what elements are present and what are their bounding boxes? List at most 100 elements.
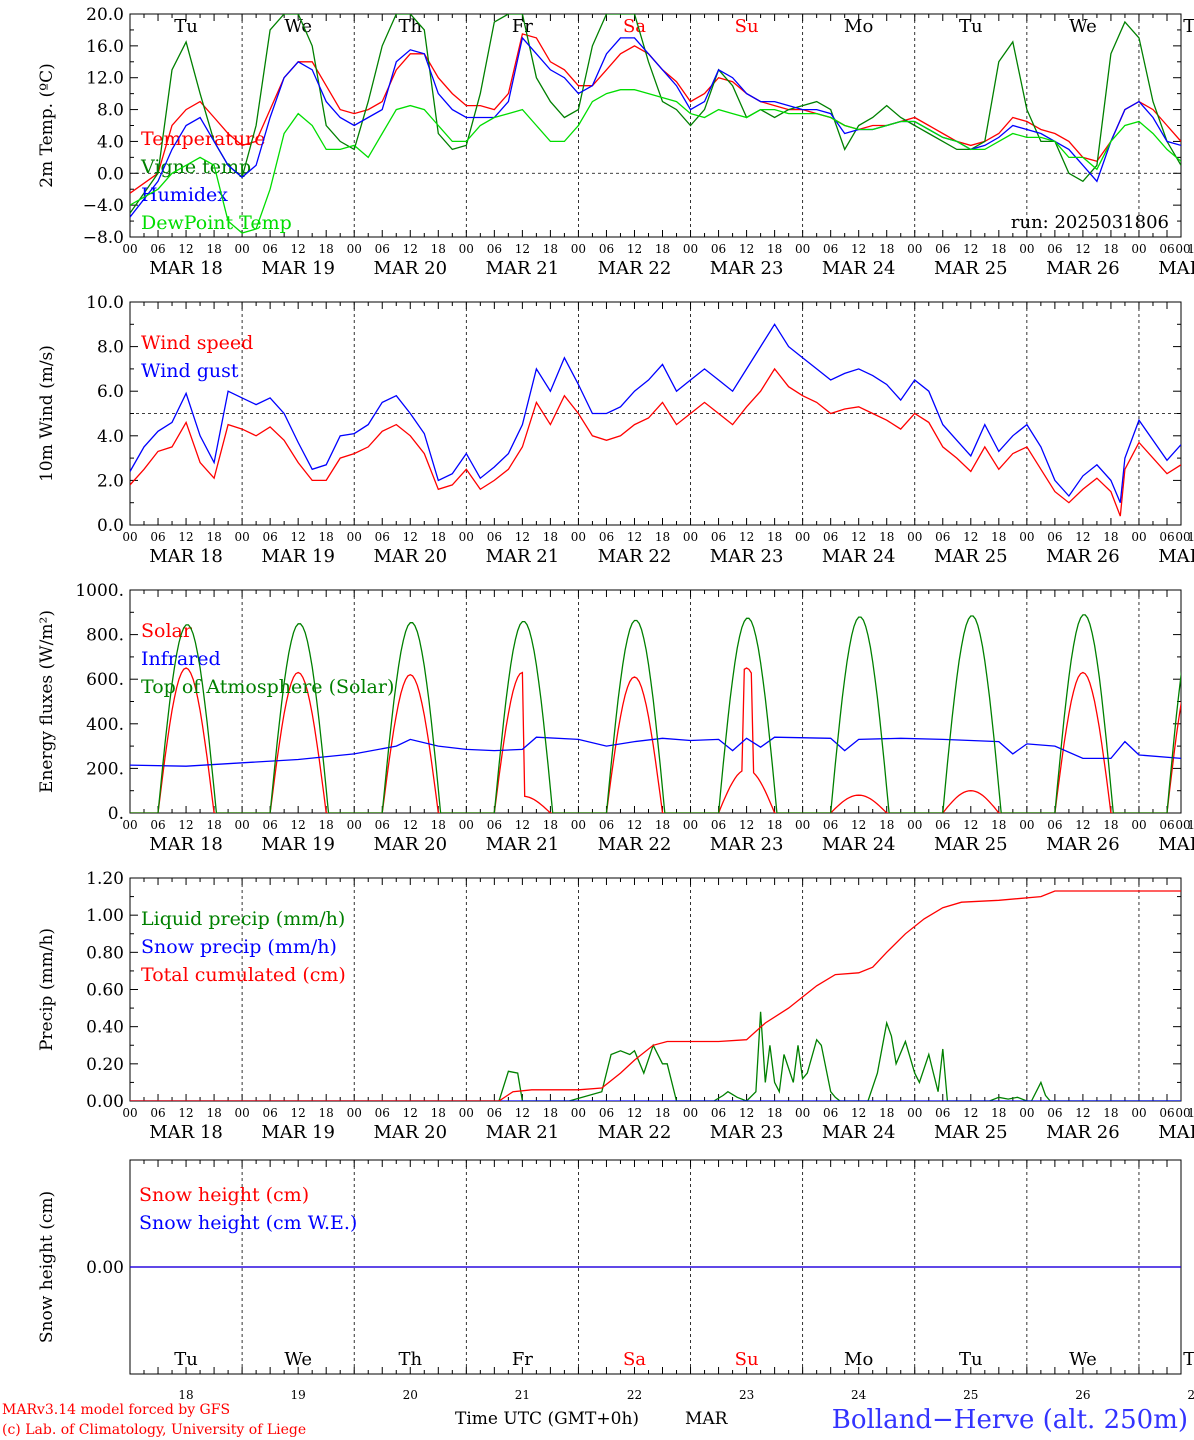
x-hour-label: 18 [431, 1106, 446, 1120]
day-name-label: Th [398, 16, 422, 37]
x-hour-label: 06 [375, 1106, 390, 1120]
series-line-liquid-precip-mm-h- [130, 1011, 1181, 1101]
x-hour-label: 00 [459, 818, 474, 832]
y-tick-label: 1.20 [86, 869, 124, 889]
series-line-vigne-temp [130, 14, 1181, 214]
y-tick-label: 0.0 [97, 164, 124, 184]
x-hour-label: 12 [178, 242, 193, 256]
x-date-label: MAR 26 [1046, 258, 1120, 279]
y-tick-label: 20.0 [86, 5, 124, 25]
legend-entry: Wind gust [141, 360, 239, 382]
y-axis-label: Precip (mm/h) [37, 928, 57, 1051]
credit-line-1: MARv3.14 model forced by GFS [2, 1402, 230, 1418]
y-tick-label: 0.80 [86, 943, 124, 963]
x-hour-label: 06 [487, 242, 502, 256]
day-number-label: 24 [851, 1388, 867, 1402]
x-hour-label: 06 [599, 1106, 614, 1120]
x-hour-label: 00 [907, 818, 922, 832]
x-hour-label: 12 [963, 530, 978, 544]
x-hour-label: 06 [1047, 242, 1062, 256]
x-date-label: MAR 19 [261, 546, 335, 567]
x-date-label: MAR 26 [1046, 546, 1120, 567]
x-hour-label: 00 [234, 530, 249, 544]
x-hour-label: 12 [851, 1106, 866, 1120]
x-hour-label: 06 [487, 818, 502, 832]
x-date-label: MAR 26 [1046, 1122, 1120, 1143]
day-name-label: Tu [959, 1349, 983, 1370]
x-hour-label: 06 [150, 1106, 165, 1120]
x-date-label: MAR 18 [149, 258, 223, 279]
x-hour-label: 00 [1175, 530, 1190, 544]
day-name-label: Tu [174, 1349, 198, 1370]
x-hour-label: 06 [1159, 818, 1174, 832]
x-hour-label: 06 [935, 242, 950, 256]
day-name-label: Th [1183, 16, 1194, 37]
day-number-label: 23 [739, 1388, 754, 1402]
x-hour-label: 06 [375, 818, 390, 832]
x-hour-label: 00 [1131, 242, 1146, 256]
x-date-label: MAR 27 [1158, 1122, 1194, 1143]
y-tick-label: −8.0 [83, 228, 124, 248]
x-hour-label: 12 [627, 530, 642, 544]
x-hour-label: 18 [655, 530, 670, 544]
y-axis-label: 2m Temp. (ºC) [37, 63, 57, 188]
x-date-label: MAR 24 [822, 546, 896, 567]
x-hour-label: 18 [319, 530, 334, 544]
x-hour-label: 00 [683, 1106, 698, 1120]
day-name-label: We [284, 1349, 312, 1370]
series-line-wind-speed [130, 367, 1181, 517]
legend-entry: DewPoint Temp [141, 212, 292, 234]
x-hour-label: 12 [1187, 242, 1194, 256]
x-hour-label: 00 [347, 1106, 362, 1120]
legend-entry: Total cumulated (cm) [141, 964, 346, 986]
x-date-label: MAR 22 [598, 834, 672, 855]
x-hour-label: 12 [1075, 818, 1090, 832]
x-hour-label: 06 [1047, 530, 1062, 544]
x-hour-label: 12 [739, 530, 754, 544]
x-date-label: MAR 20 [373, 834, 447, 855]
x-hour-label: 00 [1175, 818, 1190, 832]
x-hour-label: 00 [571, 1106, 586, 1120]
x-hour-label: 18 [206, 1106, 221, 1120]
series-line-top-of-atmosphere-solar- [130, 614, 1181, 813]
x-hour-label: 06 [823, 818, 838, 832]
x-hour-label: 06 [150, 818, 165, 832]
day-number-label: 22 [627, 1388, 642, 1402]
x-hour-label: 00 [459, 1106, 474, 1120]
x-hour-label: 18 [767, 242, 782, 256]
series-line-dewpoint-temp [130, 89, 1181, 234]
x-hour-label: 18 [431, 818, 446, 832]
x-date-label: MAR 25 [934, 834, 1008, 855]
x-hour-label: 18 [431, 530, 446, 544]
x-date-label: MAR 21 [486, 258, 560, 279]
y-tick-label: 8.0 [97, 338, 124, 358]
day-name-label: Sa [623, 1349, 646, 1370]
x-hour-label: 06 [935, 818, 950, 832]
y-tick-label: −4.0 [83, 196, 124, 216]
legend-entry: Liquid precip (mm/h) [141, 908, 345, 930]
x-hour-label: 12 [178, 1106, 193, 1120]
x-hour-label: 12 [178, 530, 193, 544]
x-hour-label: 12 [963, 1106, 978, 1120]
x-hour-label: 00 [122, 1106, 137, 1120]
y-tick-label: 200. [86, 759, 124, 779]
x-hour-label: 00 [122, 530, 137, 544]
x-hour-label: 00 [683, 530, 698, 544]
x-hour-label: 12 [739, 1106, 754, 1120]
x-hour-label: 18 [991, 818, 1006, 832]
x-hour-label: 18 [991, 530, 1006, 544]
x-hour-label: 12 [291, 242, 306, 256]
x-date-label: MAR 20 [373, 546, 447, 567]
y-axis-label: Snow height (cm) [37, 1191, 57, 1343]
y-tick-label: 0.60 [86, 981, 124, 1001]
x-hour-label: 18 [655, 818, 670, 832]
day-number-label: 21 [515, 1388, 530, 1402]
x-hour-label: 18 [543, 242, 558, 256]
day-name-label: We [1069, 1349, 1097, 1370]
day-name-label: Su [735, 1349, 759, 1370]
day-name-label: Su [735, 16, 759, 37]
x-date-label: MAR 25 [934, 546, 1008, 567]
x-hour-label: 06 [150, 530, 165, 544]
x-hour-label: 06 [262, 530, 277, 544]
x-hour-label: 12 [627, 1106, 642, 1120]
